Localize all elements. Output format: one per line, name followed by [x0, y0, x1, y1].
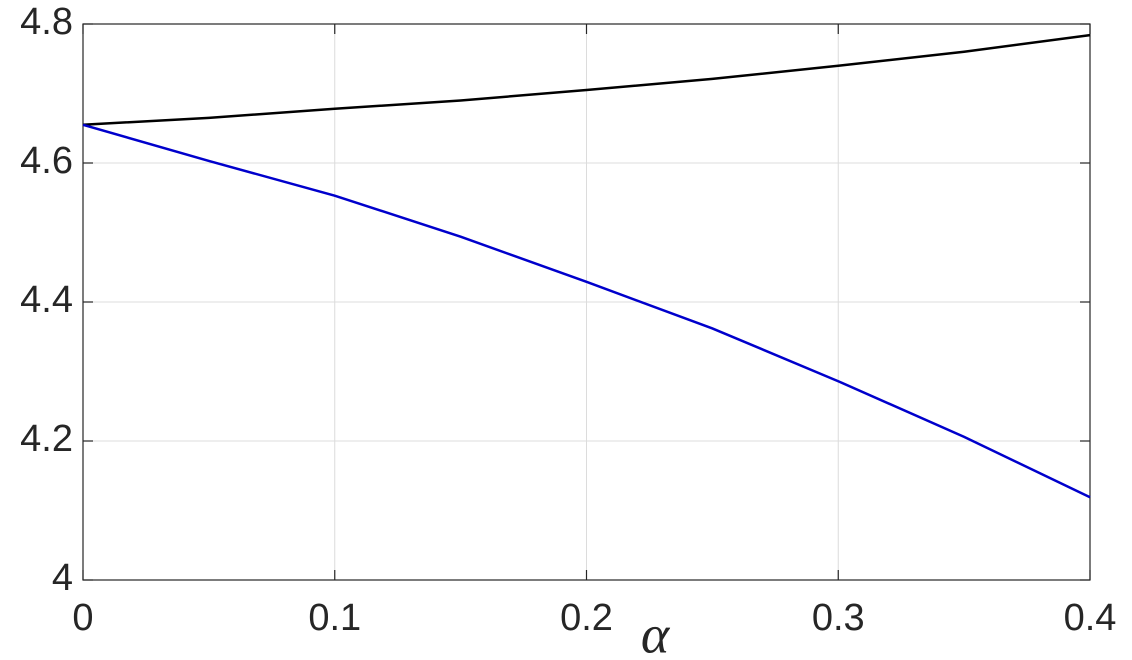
x-tick-label: 0.3 [812, 597, 865, 639]
plot-frame [82, 23, 1091, 581]
y-tick-label: 4.6 [20, 140, 73, 182]
x-tick-label: 0.2 [560, 597, 613, 639]
line [82, 123, 1091, 499]
y-tick-label: 4.8 [20, 1, 73, 43]
x-tick-label: 0 [72, 597, 93, 639]
y-tick-label: 4.4 [20, 279, 73, 321]
y-tick-label: 4 [52, 557, 73, 599]
x-tick-label: 0.1 [308, 597, 361, 639]
line [82, 33, 1091, 127]
x-axis-label: α [641, 604, 671, 660]
y-tick-label: 4.2 [20, 418, 73, 460]
x-tick-label: 0.4 [1064, 597, 1117, 639]
